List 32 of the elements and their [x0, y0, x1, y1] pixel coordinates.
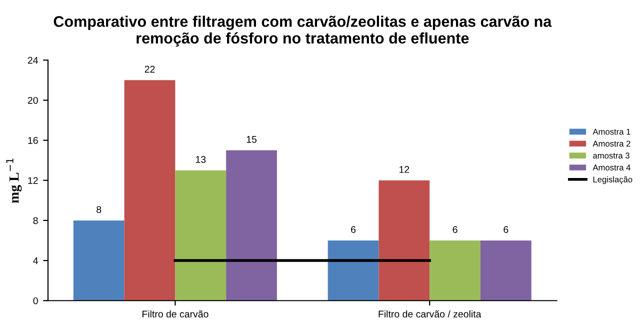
bar	[480, 240, 532, 301]
bar	[73, 220, 124, 301]
data-label: 22	[144, 66, 155, 73]
y-tick-label: 16	[28, 137, 38, 144]
data-label: 6	[351, 226, 356, 234]
bar	[430, 240, 480, 301]
legend-label: Legislação	[593, 176, 632, 184]
y-axis-title: mg L$^{−1}$	[6, 158, 22, 204]
data-label: 6	[504, 226, 508, 234]
x-tick-label: Filtro de carvão	[142, 310, 208, 318]
data-label: 12	[399, 166, 410, 173]
legend-label: amostra 3	[593, 152, 630, 159]
y-tick-label: 8	[33, 217, 38, 224]
x-tick-label: Filtro de carvão / zeolita	[378, 310, 482, 318]
chart-title: Comparativo entre filtragem com carvão/zeolitas e apenas carvão na remoção de fósforo no tratamento de efluente	[54, 16, 552, 47]
bar	[226, 150, 277, 301]
data-label: 8	[96, 206, 102, 213]
bar	[124, 80, 176, 301]
y-tick-label: 12	[28, 177, 38, 184]
data-label: 13	[196, 156, 206, 163]
data-label: 15	[246, 136, 257, 143]
y-tick-label: 4	[33, 257, 38, 264]
legend-label: Amostra 1	[592, 128, 630, 135]
y-tick-label: 24	[28, 56, 38, 64]
legend-label: Amostra 2	[592, 140, 630, 147]
data-label: 6	[452, 226, 458, 234]
y-tick-label: 0	[33, 297, 38, 304]
bar	[175, 170, 226, 301]
bar	[328, 240, 379, 301]
legend-label: Amostra 4	[592, 164, 630, 170]
bar	[378, 180, 430, 301]
y-tick-label: 20	[28, 96, 38, 104]
